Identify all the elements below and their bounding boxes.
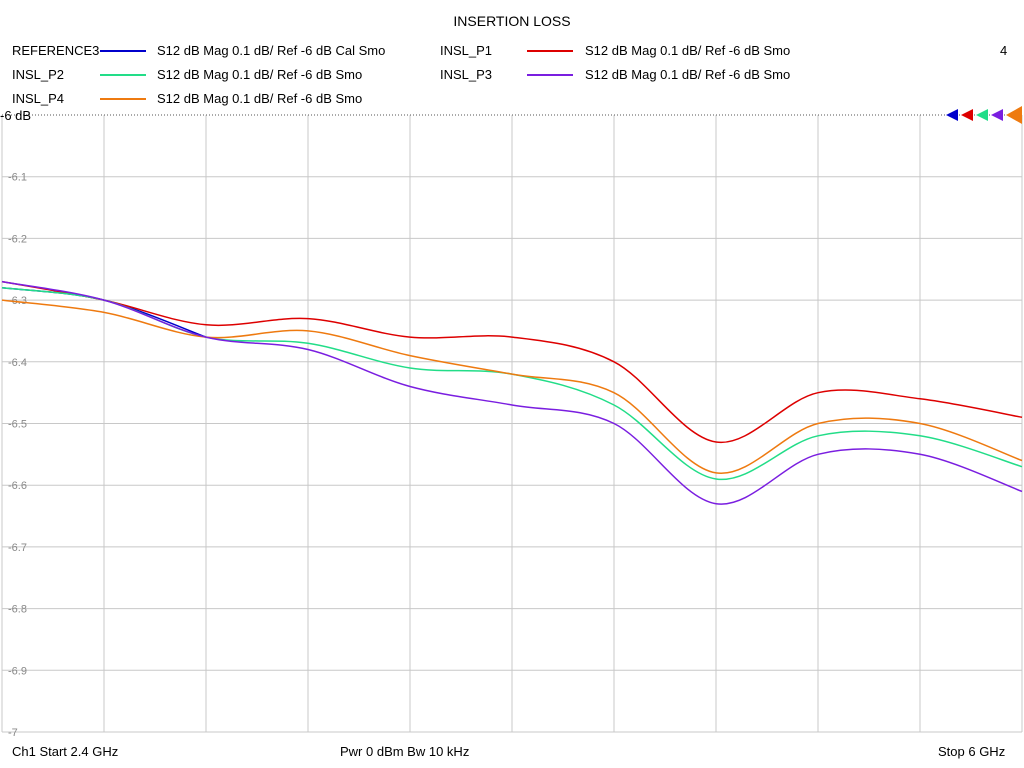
footer-power-bandwidth: Pwr 0 dBm Bw 10 kHz <box>340 744 470 759</box>
y-tick-label: -6.5 <box>8 419 27 431</box>
reference-marker-insl-p4 <box>1006 106 1022 124</box>
legend-line-insl-p1 <box>527 50 573 52</box>
reference-marker-reference3 <box>946 109 958 121</box>
series-line-insl-p1 <box>1 280 1023 444</box>
legend-desc-reference3: S12 dB Mag 0.1 dB/ Ref -6 dB Cal Smo <box>157 43 386 58</box>
legend-line-reference3 <box>100 50 146 52</box>
legend-desc-insl-p4: S12 dB Mag 0.1 dB/ Ref -6 dB Smo <box>157 91 363 106</box>
legend-desc-insl-p3: S12 dB Mag 0.1 dB/ Ref -6 dB Smo <box>585 67 791 82</box>
reference-label: -6 dB <box>0 108 31 123</box>
y-tick-label: -6.9 <box>8 665 27 677</box>
legend-desc-insl-p2: S12 dB Mag 0.1 dB/ Ref -6 dB Smo <box>157 67 363 82</box>
legend-name-insl-p1: INSL_P1 <box>440 43 493 58</box>
series-line-insl-p4 <box>1 299 1023 474</box>
legend-line-insl-p3 <box>527 74 573 76</box>
legend-name-insl-p3: INSL_P3 <box>440 67 493 82</box>
legend-desc-insl-p1: S12 dB Mag 0.1 dB/ Ref -6 dB Smo <box>585 43 791 58</box>
y-tick-label: -6.2 <box>8 233 27 245</box>
y-tick-label: -6.4 <box>8 357 27 369</box>
legend-line-insl-p4 <box>100 98 146 100</box>
plot-area: -6 dB-6.1-6.2-6.3-6.4-6.5-6.6-6.7-6.8-6.… <box>0 106 1023 739</box>
legend-name-insl-p2: INSL_P2 <box>12 67 65 82</box>
series-line-insl-p3 <box>1 280 1023 505</box>
y-tick-label: -6.8 <box>8 604 27 616</box>
footer-stop-frequency: Stop 6 GHz <box>938 744 1006 759</box>
reference-marker-insl-p1 <box>961 109 973 121</box>
y-tick-label: -7 <box>8 727 18 739</box>
y-tick-label: -6.1 <box>8 172 27 184</box>
reference-marker-insl-p3 <box>991 109 1003 121</box>
channel-number: 4 <box>1000 43 1008 58</box>
legend-name-insl-p4: INSL_P4 <box>12 91 65 106</box>
footer-start-frequency: Ch1 Start 2.4 GHz <box>12 744 119 759</box>
legend-name-reference3: REFERENCE3 <box>12 43 100 58</box>
y-tick-label: -6.7 <box>8 542 27 554</box>
legend-line-insl-p2 <box>100 74 146 76</box>
y-tick-label: -6.6 <box>8 480 27 492</box>
reference-marker-insl-p2 <box>976 109 988 121</box>
chart-title: INSERTION LOSS <box>453 13 571 29</box>
